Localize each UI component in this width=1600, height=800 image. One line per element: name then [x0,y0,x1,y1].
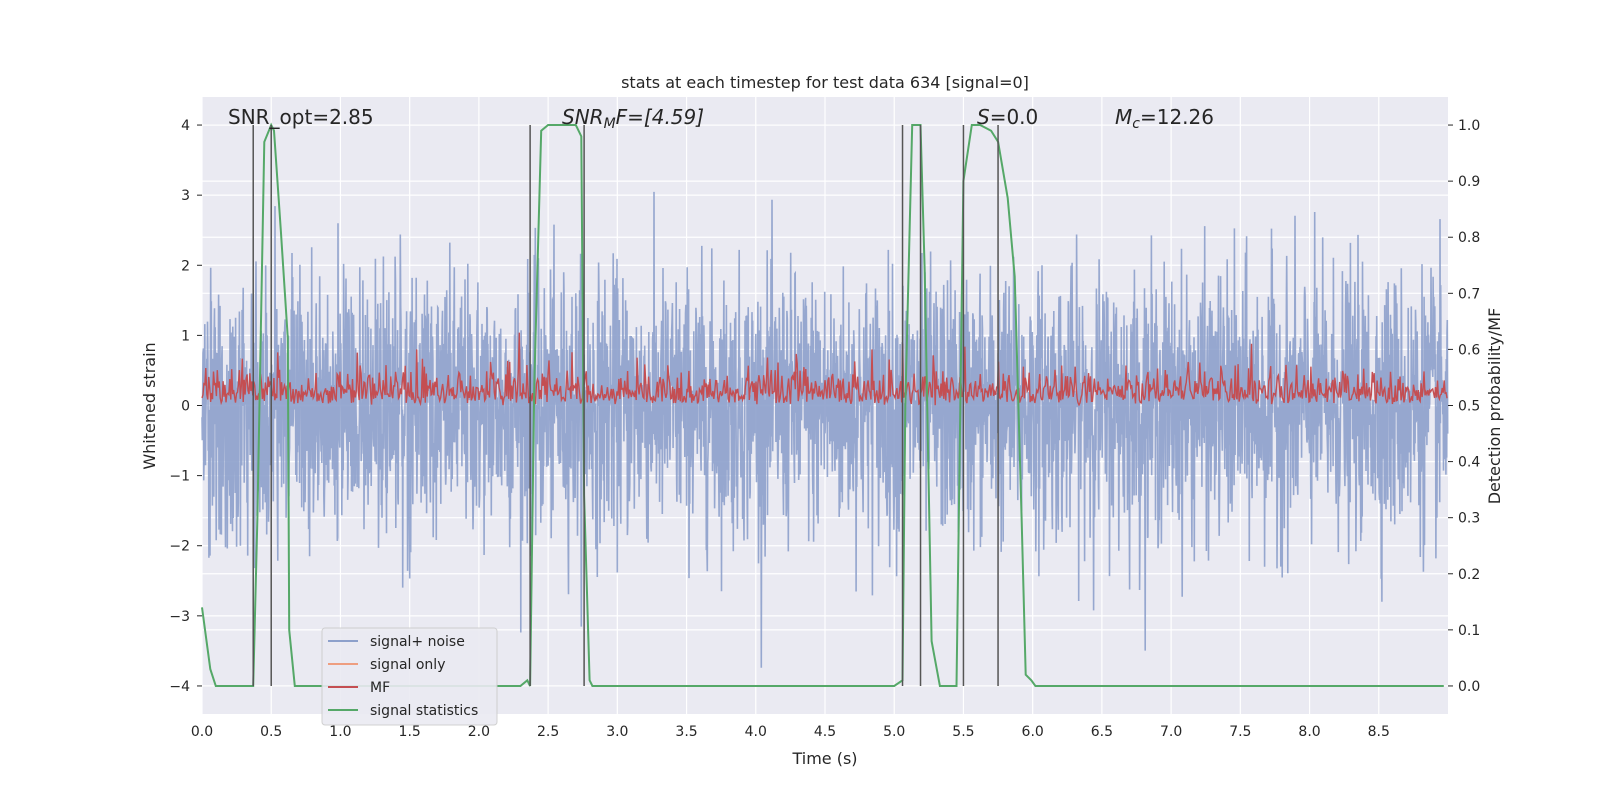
x-tick-label: 5.0 [883,724,905,740]
y-tick-label: 0 [181,399,190,415]
x-axis-label: Time (s) [791,749,857,768]
y-tick-label: −1 [169,469,190,485]
legend-label-signal-noise: signal+ noise [370,634,465,650]
y2-tick-label: 0.3 [1458,511,1480,527]
y-tick-label: 1 [181,328,190,344]
x-tick-label: 1.5 [399,724,421,740]
annotation-snr-opt: SNR_opt=2.85 [228,105,374,129]
x-tick-label: 7.0 [1160,724,1182,740]
y2-tick-label: 0.6 [1458,342,1480,358]
legend: signal+ noise signal only MF signal stat… [321,627,498,726]
x-tick-label: 6.0 [1022,724,1044,740]
annotation-mc-main: M [1115,105,1132,129]
y-axis-right: 1.0 0.9 0.8 0.7 0.6 0.5 0.4 0.3 0.2 0.1 0.0 [1448,118,1480,695]
y-tick-label: 4 [181,118,190,134]
y2-tick-label: 0.5 [1458,399,1480,415]
vertical-markers [252,125,999,686]
annotation-snr-mf-main: SNR [562,105,604,129]
x-tick-label: 4.0 [745,724,767,740]
annotation-mc-sub: c [1132,116,1140,132]
signal-statistics-series [201,122,1444,687]
x-tick-label: 1.0 [329,724,351,740]
x-tick-label: 2.5 [537,724,559,740]
y-tick-label: −2 [169,539,190,555]
x-tick-label: 0.0 [191,724,213,740]
signal-statistics-line [201,122,1444,687]
signal-noise-line [201,191,1449,668]
y-tick-label: −3 [169,609,190,625]
annotation-snr-mf: SNRMF=[4.59] [562,105,704,132]
annotation-s-rest: =0.0 [990,105,1039,129]
x-tick-label: 4.5 [814,724,836,740]
annotation-snr-mf-sub: M [604,116,616,132]
y2-tick-label: 0.4 [1458,455,1480,471]
y-tick-label: 3 [181,188,190,204]
annotation-mc: Mc=12.26 [1115,105,1214,132]
y-tick-label: 2 [181,258,190,274]
annotation-mc-rest: =12.26 [1140,105,1214,129]
mf-series [201,332,1448,407]
x-tick-label: 2.0 [468,724,490,740]
annotation-snr-mf-rest: F=[4.59] [616,105,704,129]
mf-line [201,332,1448,407]
y2-tick-label: 0.0 [1458,679,1480,695]
x-axis: 0.0 0.5 1.0 1.5 2.0 2.5 3.0 3.5 4.0 4.5 5.0 5.5 6.0 6… [191,724,1390,740]
y-tick-label: −4 [169,679,190,695]
y2-tick-label: 0.8 [1458,230,1480,246]
x-tick-label: 3.5 [675,724,697,740]
y2-tick-label: 0.9 [1458,174,1480,190]
legend-label-signal-only: signal only [370,657,445,673]
x-tick-label: 7.5 [1229,724,1251,740]
y2-tick-label: 0.1 [1458,623,1480,639]
y-axis-label: Whitened strain [140,342,159,469]
y2-tick-label: 0.2 [1458,567,1480,583]
x-tick-label: 0.5 [260,724,282,740]
legend-label-signal-statistics: signal statistics [370,703,478,719]
chart-title: stats at each timestep for test data 634… [621,73,1029,92]
y2-axis-label: Detection probability/MF [1485,308,1504,505]
legend-box [321,627,498,726]
legend-label-mf: MF [370,680,390,696]
y2-tick-label: 0.7 [1458,286,1480,302]
y2-tick-label: 1.0 [1458,118,1480,134]
x-tick-label: 3.0 [606,724,628,740]
signal-noise-series [201,191,1449,668]
x-tick-label: 8.5 [1368,724,1390,740]
annotation-s-main: S [977,105,990,129]
x-tick-label: 5.5 [952,724,974,740]
annotation-s: S=0.0 [977,105,1038,129]
y-axis-left: 4 3 2 1 0 −1 −2 −3 −4 [169,118,202,695]
x-tick-label: 8.0 [1298,724,1320,740]
x-tick-label: 6.5 [1091,724,1113,740]
